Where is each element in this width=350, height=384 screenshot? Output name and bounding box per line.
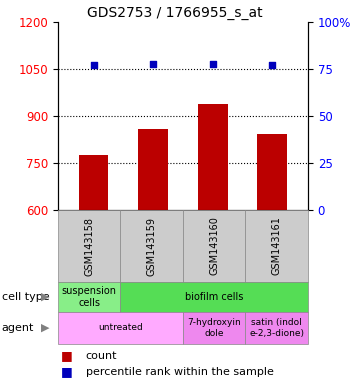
Text: suspension
cells: suspension cells: [62, 286, 117, 308]
Point: [210, 61, 216, 67]
Text: ■: ■: [61, 366, 73, 379]
Bar: [257, 134, 287, 210]
Text: GDS2753 / 1766955_s_at: GDS2753 / 1766955_s_at: [87, 6, 263, 20]
Point: [270, 62, 275, 68]
Bar: [138, 129, 168, 210]
Point: [150, 61, 156, 67]
Text: GSM143158: GSM143158: [84, 217, 94, 275]
Text: untreated: untreated: [98, 323, 143, 333]
Text: GSM143160: GSM143160: [209, 217, 219, 275]
Text: satin (indol
e-2,3-dione): satin (indol e-2,3-dione): [249, 318, 304, 338]
Text: 7-hydroxyin
dole: 7-hydroxyin dole: [187, 318, 241, 338]
Bar: [79, 155, 108, 210]
Text: count: count: [86, 351, 117, 361]
Text: ▶: ▶: [41, 323, 50, 333]
Text: GSM143159: GSM143159: [147, 217, 156, 275]
Text: cell type: cell type: [2, 292, 49, 302]
Text: GSM143161: GSM143161: [272, 217, 282, 275]
Bar: [198, 104, 228, 210]
Text: agent: agent: [2, 323, 34, 333]
Text: biofilm cells: biofilm cells: [185, 292, 243, 302]
Text: ■: ■: [61, 349, 73, 362]
Text: percentile rank within the sample: percentile rank within the sample: [86, 367, 274, 377]
Text: ▶: ▶: [41, 292, 50, 302]
Point: [91, 62, 96, 68]
